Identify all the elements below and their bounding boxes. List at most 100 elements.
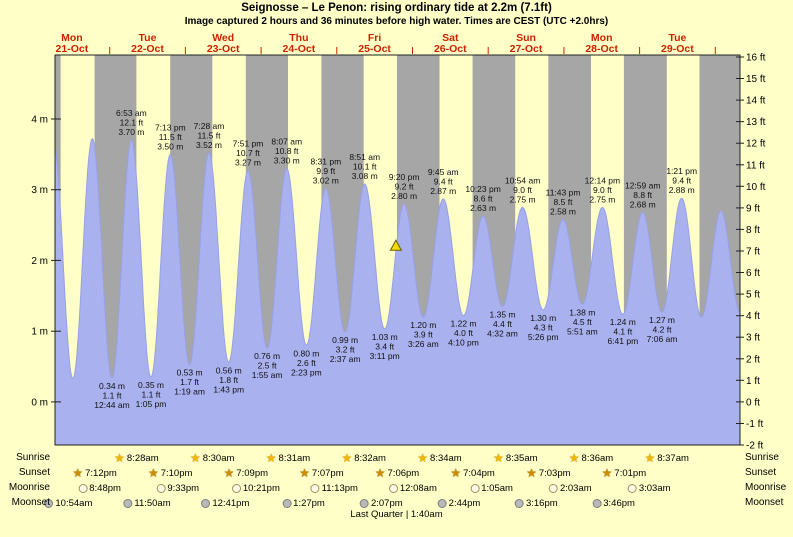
sunrise-star-icon: ★ (568, 451, 580, 465)
astro-time: 11:50am (134, 497, 171, 509)
low-tide-label: 1.30 m (530, 313, 556, 323)
day-label-name: Fri (368, 32, 382, 44)
sunrise-event: ★ 8:34am (417, 451, 461, 465)
sunset-star-icon: ★ (526, 466, 537, 480)
high-tide-label: 12.1 ft (120, 118, 144, 128)
moonrise-event: 2:03am (548, 481, 592, 495)
astro-time: 7:01pm (614, 467, 647, 479)
sunrise-star-icon: ★ (417, 451, 429, 465)
moonrise-event: 10:21pm (231, 481, 280, 495)
right-axis-label: 3 ft (746, 333, 760, 344)
left-axis-label: 4 m (31, 115, 48, 126)
moonset-circle-icon (201, 498, 211, 508)
page-title: Seignosse – Le Penon: rising ordinary ti… (241, 2, 552, 14)
low-tide-label: 0.35 m (138, 380, 164, 390)
low-tide-label: 3.2 ft (336, 344, 356, 354)
low-tide-label: 1:43 pm (213, 384, 244, 394)
high-tide-label: 2.80 m (391, 191, 417, 201)
moonset-circle-icon (282, 498, 292, 508)
low-tide-label: 3.9 ft (414, 330, 434, 340)
moonrise-circle-icon (388, 483, 398, 493)
astro-time: 3:03am (638, 482, 671, 494)
low-tide-label: 1.1 ft (142, 390, 162, 400)
moonset-circle-icon (514, 498, 524, 508)
left-axis-label: 3 m (31, 185, 48, 196)
low-tide-label: 4.3 ft (534, 323, 554, 333)
high-tide-label: 9.4 ft (672, 176, 692, 186)
left-axis-label: 1 m (31, 327, 48, 338)
astro-time: 8:31am (278, 452, 311, 464)
high-tide-label: 2.75 m (510, 194, 536, 204)
day-label-name: Tue (139, 32, 157, 44)
moonrise-circle-icon (548, 483, 558, 493)
day-label-name: Sat (442, 32, 459, 44)
moonset-event: 2:44pm (437, 496, 480, 510)
astro-time: 8:30am (202, 452, 235, 464)
day-label-name: Mon (591, 32, 613, 44)
sunrise-star-icon: ★ (265, 451, 277, 465)
moon-phase-label: Last Quarter | 1:40am (350, 509, 443, 520)
current-tide-marker (389, 239, 403, 251)
moonrise-event: 12:08am (388, 481, 437, 495)
astro-time: 8:34am (430, 452, 462, 464)
low-tide-label: 1:19 am (174, 386, 205, 396)
low-tide-label: 0.99 m (332, 335, 358, 345)
high-tide-label: 8:07 am (271, 137, 302, 147)
moonrise-event: 3:03am (627, 481, 671, 495)
sunset-star-icon: ★ (223, 466, 235, 480)
sunrise-star-icon: ★ (644, 451, 656, 465)
moonset-event: 2:07pm (359, 496, 403, 510)
left-axis-label: 0 m (31, 397, 48, 408)
astro-time: 2:07pm (370, 497, 403, 509)
high-tide-label: 3.50 m (157, 141, 183, 151)
sunset-row-label-right: Sunset (745, 467, 777, 478)
moonrise-row-label-left: Moonrise (8, 482, 50, 493)
sunset-event: ★ 7:06pm (375, 466, 419, 480)
sunset-star-icon: ★ (147, 466, 159, 480)
sunrise-event: ★ 8:32am (341, 451, 385, 465)
sunrise-event: ★ 8:30am (190, 451, 234, 465)
low-tide-label: 1.7 ft (180, 377, 200, 387)
page-subtitle: Image captured 2 hours and 36 minutes be… (184, 16, 609, 27)
high-tide-label: 9.4 ft (434, 176, 454, 186)
moonset-event: 1:27pm (282, 496, 325, 510)
low-tide-label: 0.53 m (177, 367, 203, 377)
sunset-event: ★ 7:10pm (148, 466, 192, 480)
low-tide-label: 2.6 ft (297, 358, 317, 368)
sunrise-star-icon: ★ (493, 451, 504, 465)
low-tide-label: 1.03 m (372, 332, 398, 342)
sunrise-row-label-left: Sunrise (16, 452, 50, 463)
astro-time: 11:13pm (321, 482, 358, 494)
low-tide-label: 0.56 m (216, 365, 242, 375)
moonset-event: 10:54am (44, 496, 92, 510)
left-axis-label: 2 m (31, 256, 48, 267)
sunrise-star-icon: ★ (114, 451, 125, 465)
moonrise-circle-icon (627, 483, 637, 493)
low-tide-label: 3.4 ft (375, 342, 395, 352)
sunset-event: ★ 7:01pm (602, 466, 646, 480)
high-tide-label: 6:53 am (116, 108, 147, 118)
low-tide-label: 4:32 am (487, 328, 518, 338)
astro-time: 7:03pm (538, 467, 571, 479)
day-label-date: 27-Oct (510, 43, 543, 55)
moonrise-circle-icon (470, 483, 480, 493)
astro-time: 7:07pm (311, 467, 344, 479)
sunrise-star-icon: ★ (189, 451, 201, 465)
sunset-star-icon: ★ (601, 466, 613, 480)
day-label-date: 29-Oct (661, 43, 694, 55)
high-tide-label: 10.1 ft (353, 162, 377, 172)
low-tide-label: 1.27 m (649, 315, 675, 325)
sunset-event: ★ 7:04pm (450, 466, 494, 480)
low-tide-label: 4:10 pm (448, 338, 479, 348)
sunrise-event: ★ 8:28am (114, 451, 158, 465)
astro-time: 7:09pm (236, 467, 269, 479)
high-tide-label: 9.0 ft (513, 185, 533, 195)
sunset-row-label-left: Sunset (18, 467, 50, 478)
day-label-date: 24-Oct (283, 43, 316, 55)
low-tide-label: 6:41 pm (607, 336, 638, 346)
right-axis-label: 8 ft (746, 225, 760, 236)
low-tide-label: 4.5 ft (573, 317, 593, 327)
right-axis-label: 15 ft (746, 74, 766, 85)
